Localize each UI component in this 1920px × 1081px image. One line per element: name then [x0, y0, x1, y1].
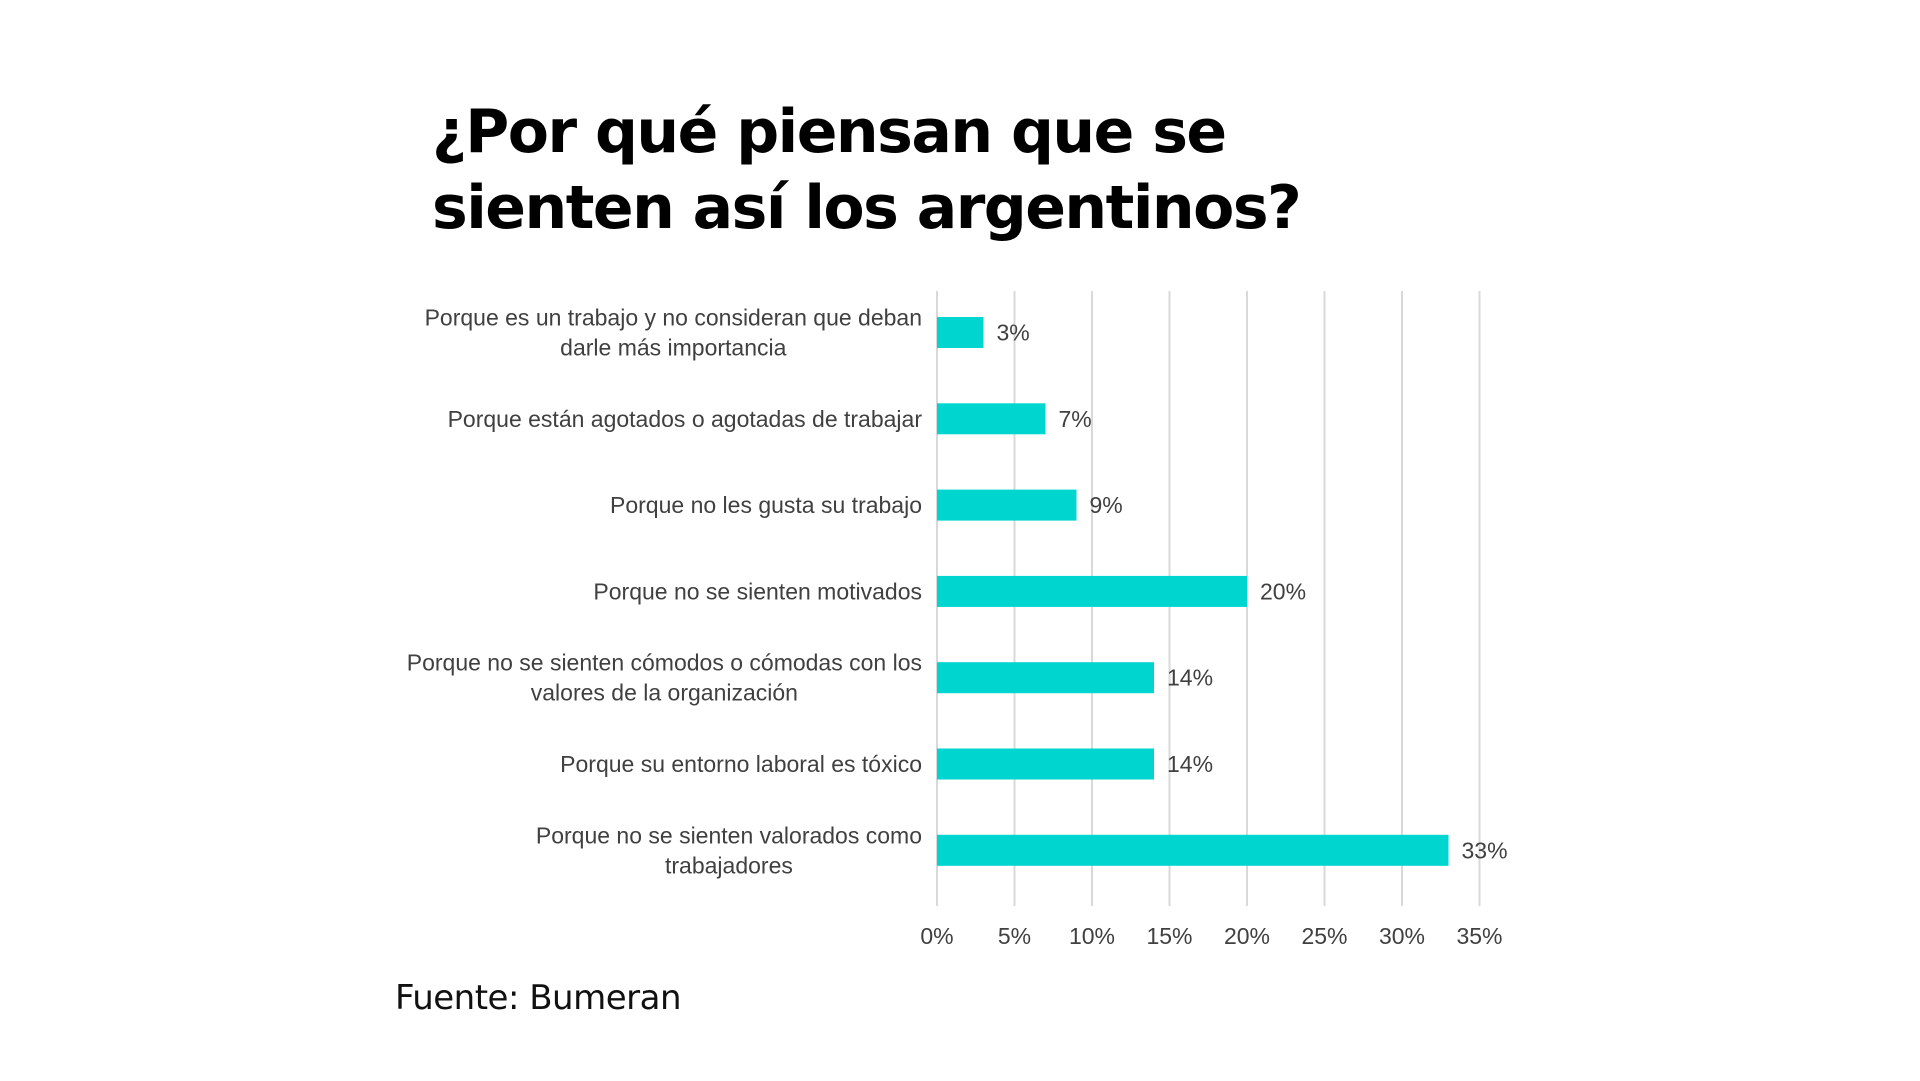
category-label-line: Porque están agotados o agotadas de trab…	[448, 406, 923, 432]
bar	[937, 489, 1077, 521]
bars	[937, 317, 1449, 866]
data-label: 33%	[1462, 837, 1508, 863]
x-tick-label: 35%	[1456, 923, 1502, 949]
x-tick-label: 25%	[1301, 923, 1347, 949]
data-labels: 3% 7% 9% 20% 14% 14% 33%	[997, 320, 1508, 864]
bar	[937, 317, 984, 348]
x-tick-label: 20%	[1224, 923, 1270, 949]
title-line-2: sienten así los argentinos?	[432, 173, 1302, 243]
bar	[937, 834, 1449, 866]
x-tick-label: 15%	[1146, 923, 1192, 949]
category-label-line: Porque no se sienten valorados como	[536, 822, 922, 848]
category-label-line: valores de la organización	[531, 680, 798, 706]
bar	[937, 662, 1154, 694]
data-label: 14%	[1167, 751, 1213, 777]
category-label: Porque no les gusta su trabajo	[610, 492, 922, 518]
category-label-line: Porque es un trabajo y no consideran que…	[425, 305, 922, 331]
category-label-line: darle más importancia	[560, 335, 786, 361]
title-line-1: ¿Por qué piensan que se	[432, 97, 1227, 167]
category-label-line: Porque no se sienten cómodos o cómodas c…	[407, 650, 922, 676]
category-label: Porque están agotados o agotadas de trab…	[448, 406, 923, 432]
page-title: ¿Por qué piensan que se sienten así los …	[432, 94, 1302, 246]
category-labels: Porque es un trabajo y no consideran que…	[407, 305, 923, 879]
category-label-line: Porque no se sienten motivados	[593, 578, 922, 604]
category-label-line: Porque no les gusta su trabajo	[610, 492, 922, 518]
category-label: Porque no se sienten motivados	[593, 578, 922, 604]
x-tick-label: 5%	[998, 923, 1031, 949]
data-label: 20%	[1260, 578, 1306, 604]
x-axis-tick-labels: 0% 5% 10% 15% 20% 25% 30% 35%	[920, 923, 1502, 949]
data-label: 7%	[1059, 406, 1092, 432]
data-label: 3%	[997, 320, 1030, 346]
bar	[937, 748, 1154, 780]
category-label-line: Porque su entorno laboral es tóxico	[560, 751, 922, 777]
category-label: Porque no se sienten valorados como traba…	[536, 822, 922, 878]
category-label: Porque es un trabajo y no consideran que…	[425, 305, 922, 361]
x-tick-label: 30%	[1379, 923, 1425, 949]
data-label: 14%	[1167, 665, 1213, 691]
source-note: Fuente: Bumeran	[395, 978, 682, 1018]
x-tick-label: 10%	[1069, 923, 1115, 949]
data-label: 9%	[1090, 492, 1123, 518]
category-label-line: trabajadores	[665, 852, 793, 878]
category-label: Porque su entorno laboral es tóxico	[560, 751, 922, 777]
bar	[937, 575, 1247, 607]
category-label: Porque no se sienten cómodos o cómodas c…	[407, 650, 922, 706]
bar	[937, 403, 1046, 435]
x-tick-label: 0%	[920, 923, 953, 949]
